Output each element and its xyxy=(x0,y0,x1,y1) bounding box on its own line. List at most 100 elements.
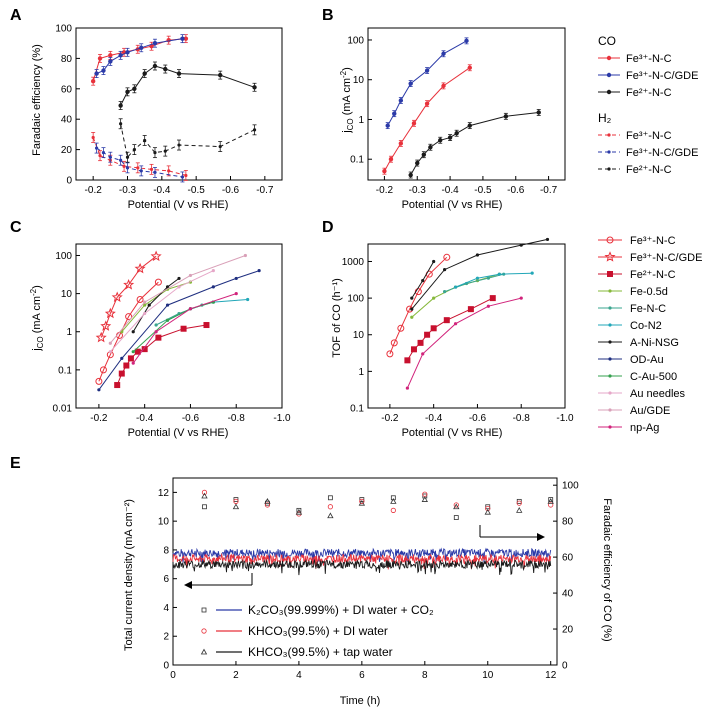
panel-a-point xyxy=(101,151,106,155)
panel-e-current-k2co3-99-999-di-water-co2 xyxy=(172,547,552,564)
panel-a-xtick-label: -0.5 xyxy=(188,185,206,196)
panel-b-xtick-label: -0.2 xyxy=(376,185,394,196)
panel-d-point xyxy=(467,306,474,313)
panel-a-point xyxy=(125,89,130,95)
panel-a-point xyxy=(143,138,147,143)
panel-e-fe-point xyxy=(390,495,396,501)
panel-c-point xyxy=(143,311,147,316)
legend-cd-marker xyxy=(608,425,612,429)
panel-c-point xyxy=(243,253,247,258)
panel-c-frame xyxy=(75,243,283,409)
panel-d-point xyxy=(404,357,411,364)
legend-h2-label: Fe³⁺-N-C/GDE xyxy=(626,147,698,159)
legend-cd-marker xyxy=(608,289,612,293)
panel-a-ytick-label: 20 xyxy=(61,145,73,156)
panel-b-point xyxy=(392,111,397,116)
panel-e-fe-point xyxy=(485,505,491,512)
panel-a-point xyxy=(252,128,257,132)
legend-e-marker xyxy=(201,607,207,613)
panel-d-ytick-label: 1000 xyxy=(342,257,365,268)
panel-e-fe-point xyxy=(327,495,333,501)
panel-c-point xyxy=(111,291,123,302)
panel-e-fe-point xyxy=(421,496,428,502)
panel-c-point xyxy=(234,276,238,281)
panel-c-point xyxy=(100,320,112,331)
panel-e-y2tick-label: 40 xyxy=(562,589,574,600)
panel-c-point xyxy=(177,285,181,289)
panel-e-y2tick-label: 100 xyxy=(562,481,579,492)
panel-d-xtick-label: -0.2 xyxy=(381,413,399,424)
panel-c-series-au-gde xyxy=(109,255,246,344)
panel-d-point xyxy=(519,296,523,300)
panel-d-point xyxy=(453,322,458,326)
panel-d-xtick-label: -0.8 xyxy=(513,413,531,424)
panel-d-point xyxy=(453,285,458,289)
panel-e-ytick-label: 8 xyxy=(163,545,169,556)
panel-e-fe-point xyxy=(453,515,459,520)
panel-e-arrow-right-head xyxy=(537,533,545,541)
panel-c-point xyxy=(165,285,170,289)
panel-a-ytick-label: 60 xyxy=(61,84,73,95)
panel-a-ytick-label: 80 xyxy=(61,54,73,65)
panel-a-point xyxy=(139,45,144,50)
panel-b-point xyxy=(447,135,453,140)
panel-d-point xyxy=(486,276,490,280)
panel-c-point xyxy=(114,382,121,389)
panel-a-point xyxy=(139,169,143,173)
panel-d-frame xyxy=(367,243,566,409)
panel-a-point xyxy=(180,175,185,179)
panel-e-ytick-label: 10 xyxy=(158,517,170,528)
panel-d-xtick-label: -0.4 xyxy=(425,413,443,424)
panel-a-series-h2-fe3-n-c xyxy=(92,137,187,176)
panel-d-point xyxy=(405,386,409,390)
panel-a-point xyxy=(149,167,154,171)
panel-c-point xyxy=(203,322,210,329)
legend-cd-marker xyxy=(608,357,612,361)
legend-h2-marker xyxy=(607,133,611,137)
panel-e-letter: E xyxy=(10,455,21,472)
panel-c-point xyxy=(234,292,238,296)
panel-a-point xyxy=(97,56,103,61)
panel-e-plot: 0 2 4 6 8 10 12 0 2 4 6 8 10 12 0 20 40 60 80 100 xyxy=(158,477,579,681)
panel-e-xtick-label: 8 xyxy=(422,670,428,681)
panel-e-fe-point xyxy=(327,504,333,510)
panel-c-point xyxy=(188,307,193,311)
legend-e-label: K₂CO₃(99.999%) + DI water + CO₂ xyxy=(248,603,434,617)
panel-e-fe-point xyxy=(516,498,522,504)
legend-cd-label: Co-N2 xyxy=(630,320,662,332)
panel-c-point xyxy=(95,331,107,343)
panel-c-point xyxy=(155,334,162,341)
panel-c-series-od-au xyxy=(98,270,260,391)
panel-a-point xyxy=(91,135,95,140)
legend-cd-marker xyxy=(608,391,612,395)
panel-b-xtick-label: -0.3 xyxy=(409,185,427,196)
panel-b-ytick-label: 1 xyxy=(358,115,364,126)
panel-d-point xyxy=(475,276,480,280)
panel-b-point xyxy=(421,152,427,157)
panel-a-point xyxy=(108,53,113,58)
legend-h2-label: Fe³⁺-N-C xyxy=(626,130,672,142)
panel-c-point xyxy=(123,278,135,290)
panel-c-point xyxy=(131,350,135,354)
panel-a-ytick-label: 100 xyxy=(55,24,72,35)
panel-c-xtick-label: -1.0 xyxy=(273,413,291,424)
legend-cd-marker xyxy=(608,374,612,378)
legend-cd-label: OD-Au xyxy=(630,354,664,366)
panel-c-point xyxy=(257,269,261,273)
panel-c-xtick-label: -0.8 xyxy=(228,413,246,424)
panel-e-fe-point xyxy=(484,508,491,515)
panel-d-point xyxy=(390,339,398,347)
panel-e-fe-point xyxy=(548,502,554,508)
panel-e-xtick-label: 10 xyxy=(482,670,494,681)
panel-a-point xyxy=(132,148,136,152)
legend-co-marker xyxy=(606,89,612,95)
panel-a-point xyxy=(90,79,96,84)
panel-d-point xyxy=(421,352,425,356)
panel-c-point xyxy=(141,346,148,353)
legend-cd-marker xyxy=(608,340,612,344)
panel-a-point xyxy=(163,66,168,72)
panel-c-ytick-label: 0.01 xyxy=(53,404,73,415)
panel-c-point xyxy=(180,325,187,332)
panel-d-letter: D xyxy=(322,219,334,236)
panel-c-point xyxy=(125,313,133,321)
